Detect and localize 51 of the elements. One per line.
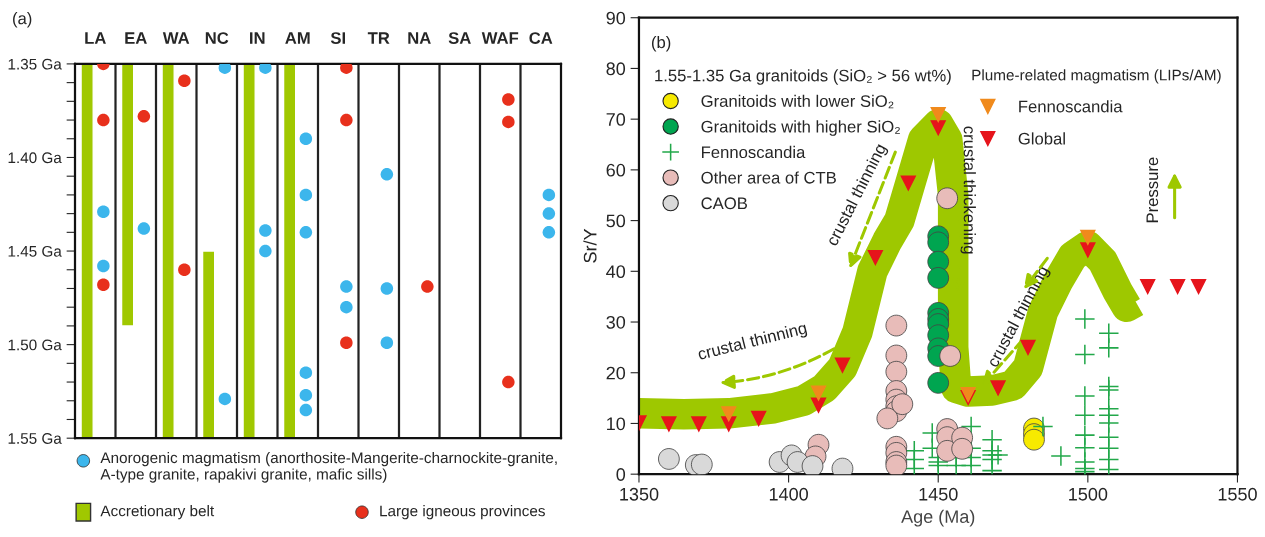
x-tick-label: SI (330, 32, 346, 44)
y-tick-label: 1.55 Ga (8, 433, 62, 444)
x-tick-label: EA (125, 32, 147, 44)
y-tick-label: 1.45 Ga (8, 245, 62, 257)
y-axis-title: Sr/Y (583, 228, 597, 263)
x-tick-label: TR (367, 32, 390, 44)
y-tick-label: 20 (606, 366, 626, 380)
x-tick-label: NC (205, 32, 229, 44)
legend-label: Granitoids with lower SiO₂ (701, 94, 894, 109)
legend-label: Fennoscandia (1019, 100, 1123, 113)
x-tick-label: AM (285, 32, 310, 44)
x-tick-label: 1550 (1218, 487, 1257, 501)
text: (a) (13, 12, 32, 28)
x-tick-label: LA (85, 32, 106, 44)
y-tick-label: 1.40 Ga (8, 152, 62, 164)
legend-label: Large igneous provinces (380, 505, 545, 520)
x-tick-label: WAF (481, 32, 519, 44)
y-tick-label: 60 (606, 163, 626, 177)
legend-label: Global (1018, 132, 1065, 145)
x-tick-label: 1500 (1069, 487, 1108, 501)
x-tick-label: CA (529, 32, 553, 44)
y-tick-label: 80 (606, 62, 626, 76)
y-tick-label: 1.50 Ga (8, 339, 62, 351)
legend-label: CAOB (701, 197, 747, 210)
y-tick-label: 30 (606, 315, 626, 329)
legend-label: Fennoscandia (702, 145, 806, 159)
annotation: Plume-related magmatism (LIPs/AM) (972, 69, 1221, 84)
x-tick-label: WA (162, 32, 190, 44)
x-tick-label: NA (408, 32, 431, 44)
y-tick-label: 1.35 Ga (8, 58, 62, 70)
x-tick-label: 1450 (919, 487, 958, 501)
y-tick-label: 90 (606, 11, 626, 25)
y-tick-label: 70 (606, 113, 626, 126)
annotation: crustal thickening (960, 126, 976, 254)
x-tick-label: 1350 (620, 487, 659, 501)
legend-title: 1.55-1.35 Ga granitoids (SiO₂ > 56 wt%) (655, 69, 951, 85)
annotation: crustal thinning (697, 321, 808, 364)
y-tick-label: 10 (607, 417, 626, 431)
x-tick-label: 1400 (769, 487, 808, 501)
legend-label: Accretionary belt (100, 505, 215, 520)
legend-label: Other area of CTB (701, 171, 836, 184)
x-tick-label: IN (250, 32, 265, 44)
y-tick-label: 40 (606, 265, 626, 279)
annotation: Pressure (1146, 157, 1159, 223)
y-tick-label: 50 (606, 214, 626, 228)
x-axis-title: Age (Ma) (901, 509, 975, 527)
legend-label: Granitoids with higher SiO₂ (701, 120, 900, 136)
legend-label: Anorogenic magmatism (anorthosite-Mangerite-charnockite-granite, A-type granite, rapakivi granite, mafic sills) (100, 451, 557, 483)
x-tick-label: SA (448, 32, 471, 44)
annotation: (b) (651, 35, 671, 52)
y-tick-label: 0 (616, 468, 626, 481)
